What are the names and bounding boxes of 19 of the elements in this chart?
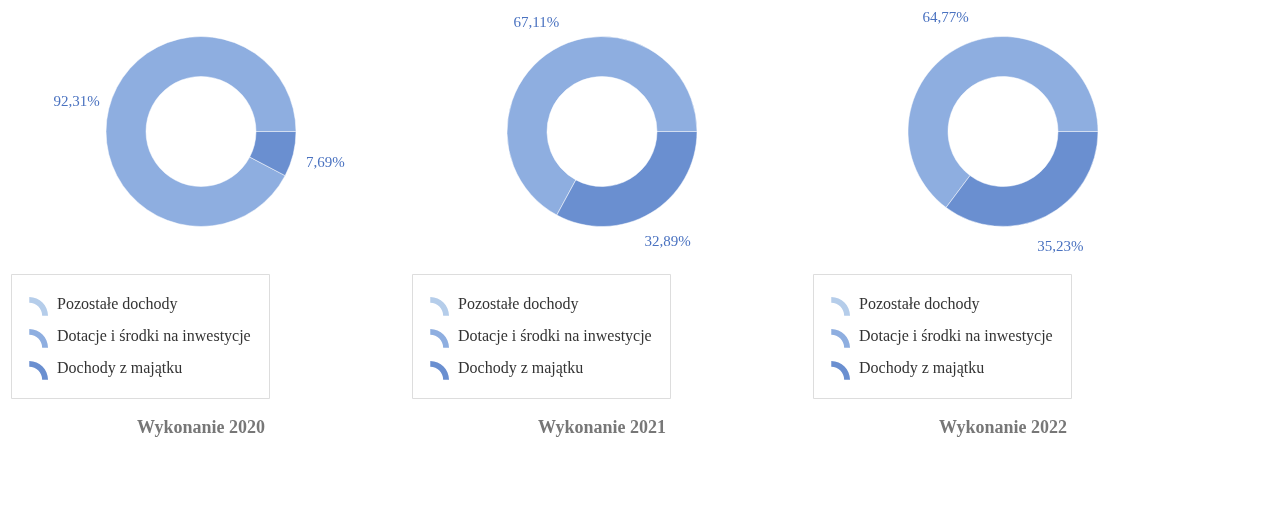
data-label: 64,77% (922, 9, 969, 26)
legend-label: Dochody z majątku (57, 359, 183, 377)
data-label: 32,89% (644, 233, 691, 250)
text: Wykonanie 2020 (137, 416, 265, 437)
text: Wykonanie 2021 (538, 416, 666, 437)
legend-label: Dochody z majątku (859, 359, 985, 377)
legend-label: Dochody z majątku (458, 359, 584, 377)
data-label: 67,11% (513, 13, 560, 30)
legend-label: Pozostałe dochody (859, 295, 980, 313)
legend-label: Dotacje i środki na inwestycje (57, 327, 251, 345)
legend-label: Pozostałe dochody (458, 295, 579, 313)
data-label: 92,31% (53, 92, 100, 109)
data-label: 35,23% (1037, 237, 1084, 254)
legend-label: Dotacje i środki na inwestycje (458, 327, 652, 345)
data-label: 7,69% (305, 154, 345, 171)
legend-label: Dotacje i środki na inwestycje (859, 327, 1053, 345)
donut-slice (105, 36, 297, 227)
text: Wykonanie 2022 (939, 416, 1067, 437)
legend-label: Pozostałe dochody (57, 295, 178, 313)
